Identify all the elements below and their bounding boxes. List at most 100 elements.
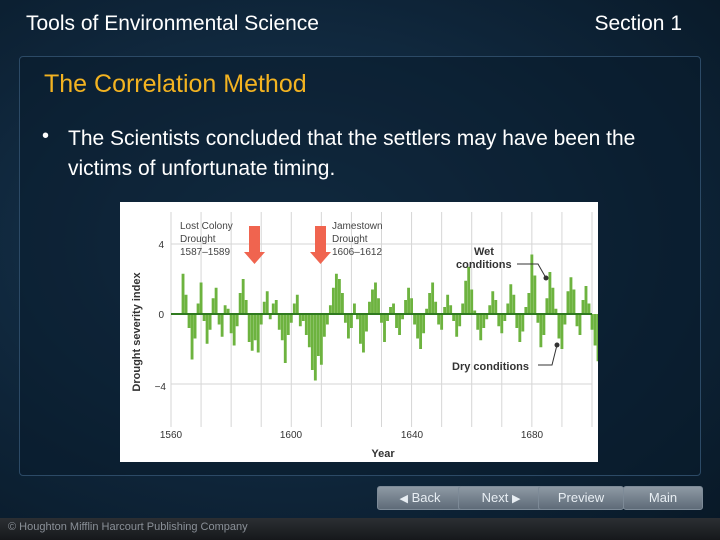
drought-bar [298,314,302,327]
drought-bar [491,291,495,314]
drought-bar [464,280,468,314]
drought-bar [274,300,278,314]
drought-bar [419,314,423,349]
preview-button[interactable]: Preview [538,486,624,510]
drought-bar [470,289,474,314]
drought-bar [467,266,471,314]
section-label: Section 1 [594,12,682,35]
drought-chart-svg: Drought severity index Year 4 0 −4 1560 … [131,212,603,460]
drought-bar [545,298,549,314]
bullet-text: The Scientists concluded that the settle… [68,127,636,180]
x-tick-label: 1680 [521,430,544,441]
drought-bar [277,314,281,330]
drought-bar [346,314,350,339]
drought-bar [461,303,465,314]
drought-bar [446,294,450,314]
drought-bar [509,284,513,314]
drought-bar [518,314,522,342]
drought-bar [587,303,591,314]
drought-bar [479,314,483,341]
drought-bar [542,314,546,335]
drought-bar [199,282,203,314]
drought-bar [377,298,380,314]
drought-bar [322,314,326,337]
drought-bar [554,308,558,314]
drought-bar [196,303,200,314]
drought-bar [539,314,543,348]
drought-chart: Drought severity index Year 4 0 −4 1560 … [120,202,603,462]
drought-bar [374,282,377,314]
drought-bar [280,314,284,341]
jamestown-annotation-line1: Jamestown [332,221,383,232]
drought-bar [223,305,227,314]
drought-bar [334,273,338,314]
drought-bar [325,314,329,325]
drought-bar [476,314,480,330]
drought-bar [512,294,516,314]
drought-bar [380,314,383,323]
drought-bar [458,314,462,327]
drought-bar [343,314,347,323]
drought-bar [304,314,308,335]
jamestown-annotation-line3: 1606–1612 [332,247,382,258]
x-tick-label: 1600 [280,430,303,441]
drought-bar [404,300,407,314]
lost-colony-annotation-line1: Lost Colony [180,221,233,232]
drought-bar [395,314,398,328]
drought-bar [187,314,191,328]
y-axis-label: Drought severity index [131,272,143,392]
lost-colony-annotation-line2: Drought [180,234,216,245]
drought-bar [428,293,432,314]
drought-bar [181,273,185,314]
drought-bar [575,314,579,327]
drought-bar [386,314,389,321]
drought-bar [229,314,233,334]
drought-bar [548,272,552,314]
drought-bar [584,286,588,314]
drought-bar [590,314,594,330]
drought-bar [301,314,305,321]
drought-bar [569,277,573,314]
drought-bar [205,314,209,344]
drought-bar [422,314,426,334]
drought-bar [482,314,486,328]
drought-bar [265,291,269,314]
copyright-text: © Houghton Mifflin Harcourt Publishing C… [8,521,248,533]
drought-bar [353,303,356,314]
drought-bar [368,301,371,314]
drought-bar [410,298,413,314]
drought-bar [557,314,561,339]
back-button[interactable]: ◀ Back [377,486,463,510]
drought-bar [431,282,435,314]
drought-bar [596,314,600,362]
drought-bar [217,314,221,325]
drought-bar [313,314,317,381]
x-axis-label: Year [371,448,395,460]
drought-bar [232,314,236,346]
main-button[interactable]: Main [623,486,703,510]
drought-bar [425,308,429,314]
drought-bar [319,314,323,365]
drought-bar [527,293,531,314]
drought-bar [292,303,296,314]
drought-bar [316,314,320,356]
drought-bar [250,314,254,351]
y-tick-label: 4 [158,240,164,251]
wet-pointer-dot [543,275,549,281]
drought-bar [283,314,287,363]
drought-bar [184,294,188,314]
drought-bar [503,314,507,321]
drought-bar [530,254,534,314]
drought-bar [359,314,362,344]
drought-bar [401,314,404,320]
drought-bar [563,314,567,325]
jamestown-drought-arrow [310,226,331,264]
next-button[interactable]: Next ▶ [458,486,544,510]
wet-annotation-line1: Wet [474,246,494,258]
drought-bar [389,307,392,314]
drought-bar [566,291,570,314]
drought-bar [572,289,576,314]
back-button-label: Back [411,490,441,505]
x-tick-label: 1560 [160,430,183,441]
wet-annotation-line2: conditions [456,259,512,271]
